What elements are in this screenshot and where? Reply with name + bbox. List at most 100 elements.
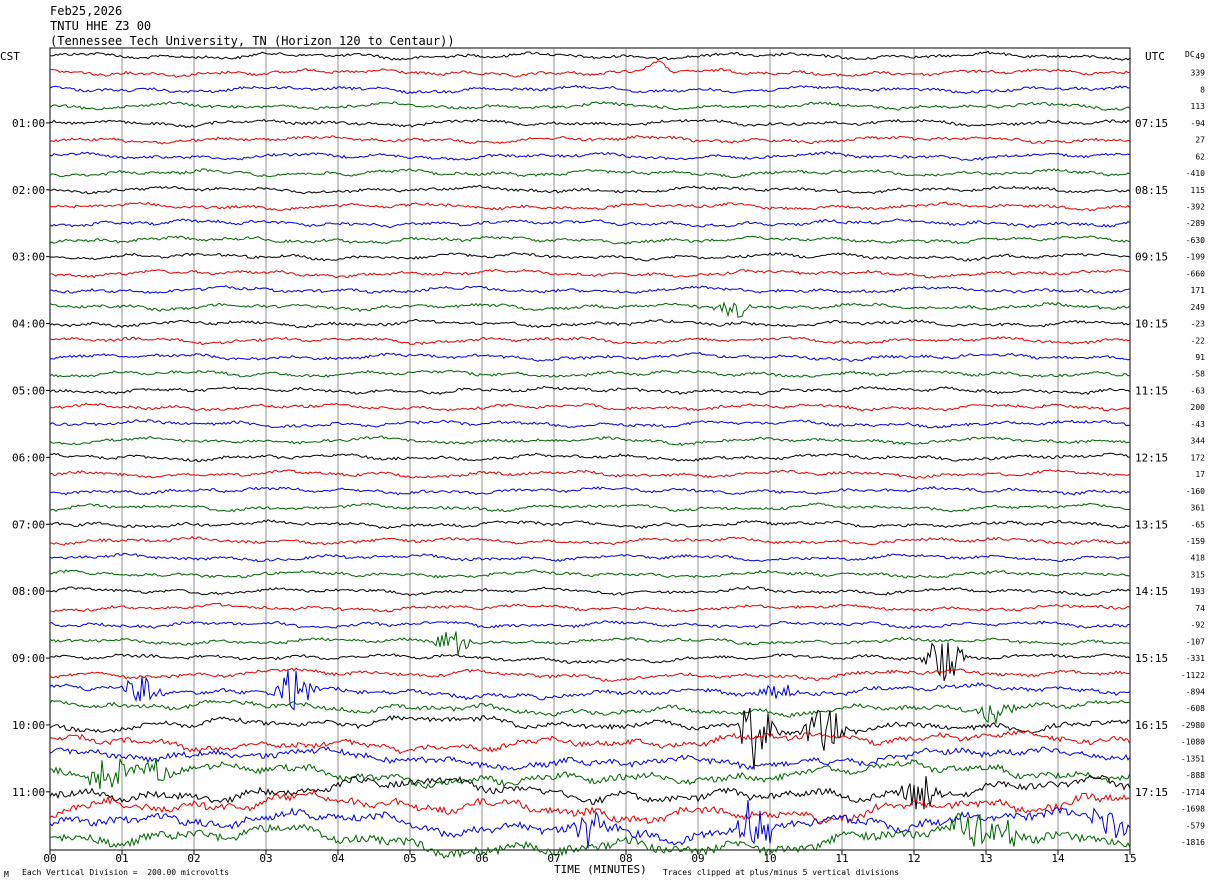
- seismic-trace: [49, 812, 1131, 860]
- seismic-trace: [49, 469, 1131, 480]
- cst-hour-label: 03:00: [12, 251, 45, 264]
- seismic-trace: [49, 789, 1131, 825]
- dc-offset-value: -199: [1186, 253, 1205, 262]
- cst-hour-label: 04:00: [12, 318, 45, 331]
- seismic-trace: [49, 84, 1131, 95]
- dc-offset-value: -608: [1186, 704, 1205, 713]
- dc-offset-value: 418: [1191, 554, 1206, 563]
- dc-offset-value: 113: [1191, 102, 1206, 111]
- seismic-trace: [49, 667, 1131, 683]
- utc-hour-label: 09:15: [1135, 251, 1168, 264]
- seismic-trace: [49, 602, 1131, 613]
- x-tick-label: 09: [691, 852, 704, 865]
- dc-offset-value: 361: [1191, 504, 1206, 513]
- seismic-trace: [49, 101, 1131, 111]
- dc-offset-value: -289: [1186, 219, 1205, 228]
- seismic-trace: [49, 318, 1131, 329]
- seismic-trace: [49, 670, 1131, 711]
- dc-offset-value: -630: [1186, 236, 1205, 245]
- dc-offset-value: -160: [1186, 487, 1205, 496]
- utc-hour-label: 12:15: [1135, 451, 1168, 464]
- dc-offset-value: -392: [1186, 203, 1205, 212]
- station-location: (Tennessee Tech University, TN (Horizon …: [50, 34, 455, 48]
- dc-offset-value: -23: [1191, 320, 1206, 329]
- x-tick-label: 01: [115, 852, 128, 865]
- dc-offset-value: -579: [1186, 821, 1205, 830]
- cst-hour-label: 10:00: [12, 719, 45, 732]
- dc-offset-value: -65: [1191, 520, 1206, 529]
- dc-offset-value: -2980: [1181, 721, 1205, 730]
- corner-mark: M: [4, 870, 9, 879]
- cst-hour-label: 08:00: [12, 585, 45, 598]
- dc-offset-value: -1698: [1181, 805, 1205, 814]
- dc-offset-value: 339: [1191, 69, 1206, 78]
- dc-offset-value: -1122: [1181, 671, 1205, 680]
- seismic-trace: [49, 352, 1131, 362]
- seismic-trace: [49, 746, 1131, 771]
- seismic-trace: [49, 285, 1131, 294]
- utc-hour-label: 07:15: [1135, 117, 1168, 130]
- x-tick-label: 05: [403, 852, 416, 865]
- x-tick-label: 15: [1123, 852, 1136, 865]
- seismic-trace: [49, 218, 1131, 229]
- seismic-trace: [49, 620, 1131, 629]
- x-axis-title: TIME (MINUTES): [554, 863, 647, 876]
- dc-offset-value: -410: [1186, 169, 1205, 178]
- seismic-trace: [49, 699, 1131, 724]
- dc-title: DC: [1185, 50, 1195, 59]
- x-tick-label: 00: [43, 852, 56, 865]
- x-tick-label: 08: [619, 852, 632, 865]
- seismic-trace: [49, 50, 1131, 61]
- utc-hour-label: 13:15: [1135, 518, 1168, 531]
- dc-offset-value: 315: [1191, 570, 1206, 579]
- x-tick-label: 07: [547, 852, 560, 865]
- utc-hour-label: 11:15: [1135, 384, 1168, 397]
- dc-offset-value: -331: [1186, 654, 1205, 663]
- cst-hour-label: 05:00: [12, 384, 45, 397]
- seismic-trace: [49, 268, 1131, 279]
- dc-offset-value: -1351: [1181, 754, 1205, 763]
- dc-offset-value: -159: [1186, 537, 1205, 546]
- seismic-trace: [49, 535, 1131, 546]
- seismic-trace: [49, 435, 1131, 446]
- dc-offset-value: 27: [1195, 136, 1205, 145]
- dc-offset-value: 193: [1191, 587, 1206, 596]
- seismic-trace: [49, 774, 1131, 810]
- dc-offset-value: 172: [1191, 453, 1206, 462]
- dc-offset-value: -58: [1191, 370, 1206, 379]
- seismic-trace: [49, 799, 1131, 849]
- plot-frame: [49, 47, 1131, 851]
- seismic-trace: [49, 369, 1131, 378]
- dc-offset-value: -63: [1191, 386, 1206, 395]
- seismic-trace: [49, 151, 1131, 162]
- seismic-trace: [49, 730, 1131, 755]
- x-tick-label: 02: [187, 852, 200, 865]
- dc-offset-value: -94: [1191, 119, 1206, 128]
- x-tick-label: 11: [835, 852, 848, 865]
- utc-hour-label: 16:15: [1135, 719, 1168, 732]
- dc-offset-value: 91: [1195, 353, 1205, 362]
- dc-offset-value: -1714: [1181, 788, 1205, 797]
- left-axis-title: CST: [0, 50, 20, 63]
- seismic-trace: [49, 235, 1131, 245]
- seismic-trace: [49, 631, 1131, 655]
- seismic-trace: [49, 252, 1131, 262]
- seismic-trace: [50, 642, 1131, 681]
- scale-note: Each Vertical Division = 200.00 microvol…: [22, 868, 230, 877]
- seismic-trace: [49, 184, 1131, 195]
- dc-offset-value: 344: [1191, 437, 1206, 446]
- dc-offset-value: 74: [1195, 604, 1205, 613]
- seismic-trace: [49, 201, 1131, 212]
- utc-hour-label: 17:15: [1135, 786, 1168, 799]
- seismic-trace: [49, 485, 1131, 496]
- seismic-trace: [49, 758, 1131, 790]
- dc-offset-value: -1080: [1181, 738, 1205, 747]
- seismic-trace: [49, 118, 1131, 129]
- cst-hour-label: 02:00: [12, 184, 45, 197]
- utc-hour-label: 14:15: [1135, 585, 1168, 598]
- cst-hour-label: 01:00: [12, 117, 45, 130]
- dc-offset-value: 171: [1191, 286, 1206, 295]
- dc-offset-value: 49: [1195, 52, 1205, 61]
- x-tick-label: 03: [259, 852, 272, 865]
